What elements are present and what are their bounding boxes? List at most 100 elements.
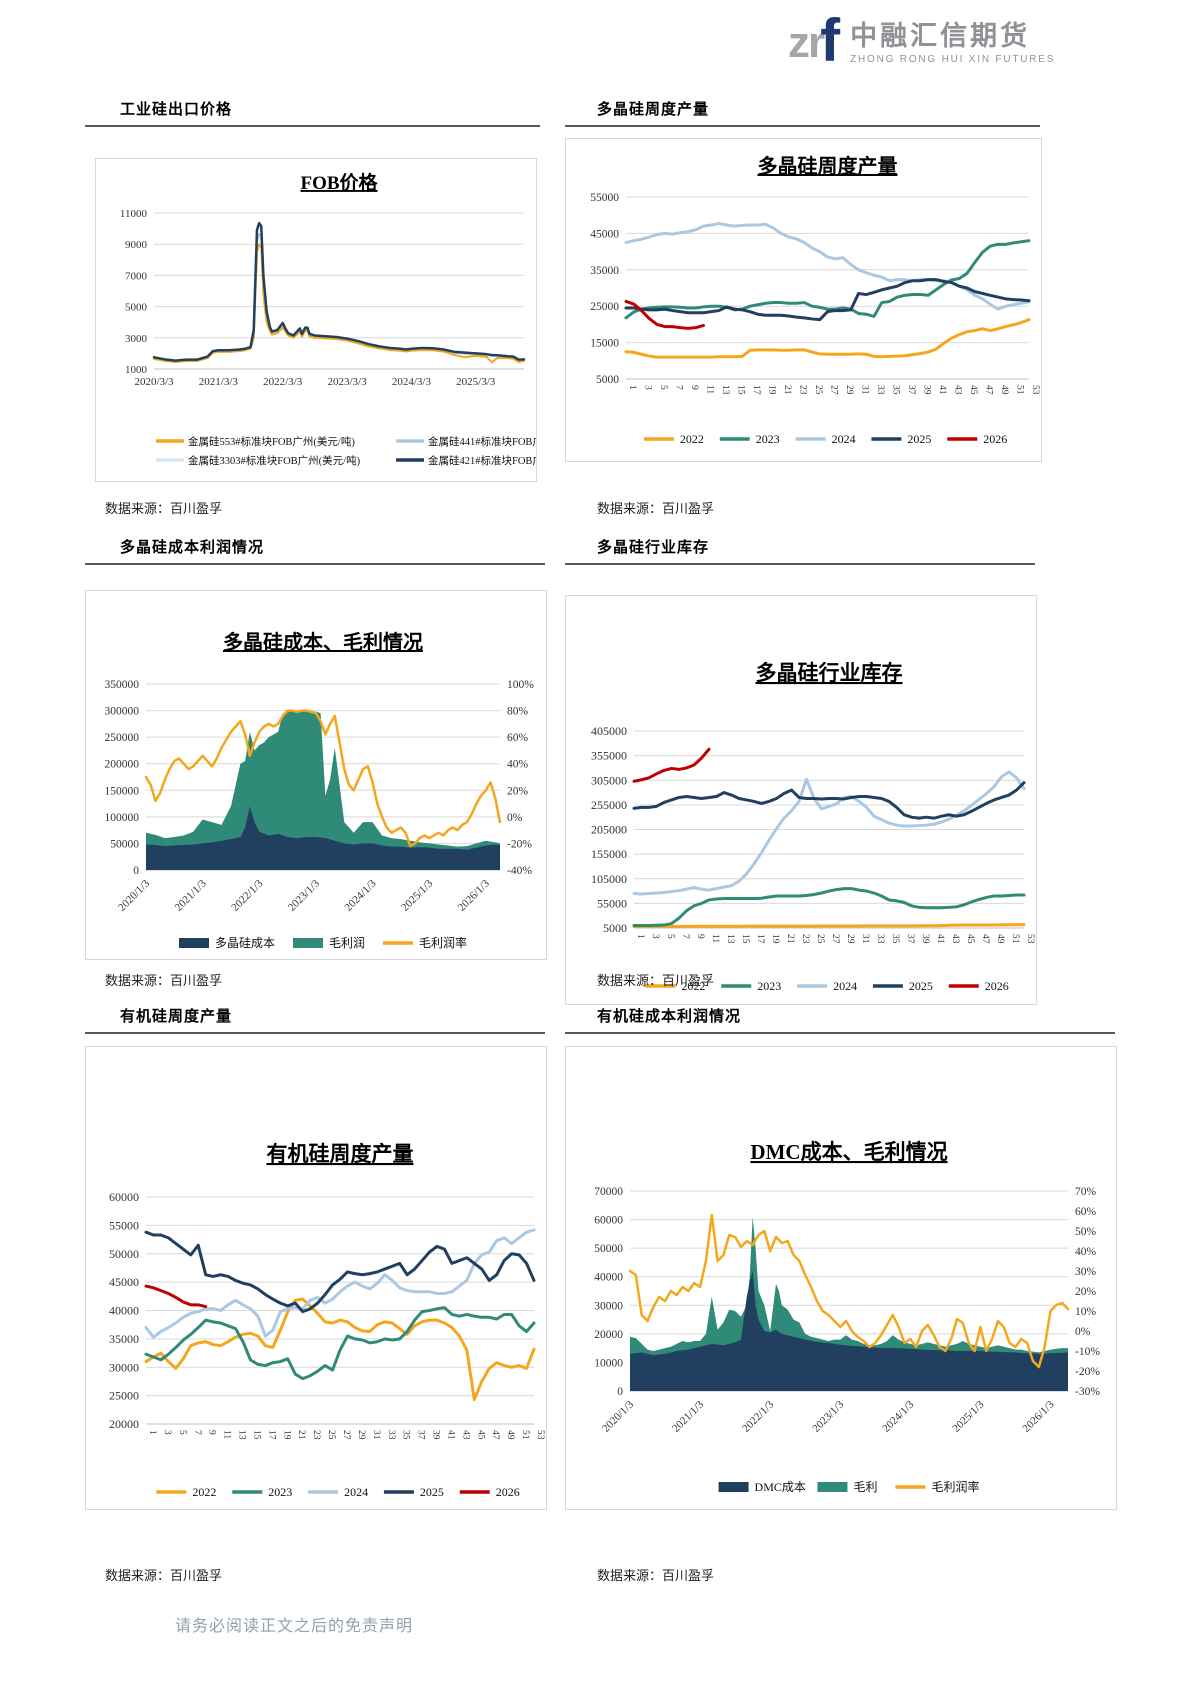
svg-text:35: 35 <box>401 1430 411 1440</box>
svg-text:20%: 20% <box>507 785 529 797</box>
section-heading-silicone-weekly-output: 有机硅周度产量 <box>120 1009 233 1025</box>
dmc-cost-profit-chart-card: 0 10000 20000 30000 40000 50000 60000 70000 -30%… <box>565 1046 1117 1510</box>
svg-text:7: 7 <box>680 934 690 939</box>
svg-text:35000: 35000 <box>590 265 619 277</box>
svg-text:19: 19 <box>281 1430 291 1440</box>
svg-text:45000: 45000 <box>109 1275 139 1289</box>
svg-text:200000: 200000 <box>105 759 140 771</box>
svg-text:9: 9 <box>207 1430 217 1435</box>
svg-text:105000: 105000 <box>591 872 627 886</box>
svg-text:37: 37 <box>906 385 916 395</box>
svg-text:25000: 25000 <box>590 301 619 313</box>
section-rule <box>565 125 1040 127</box>
svg-text:20000: 20000 <box>109 1417 139 1431</box>
data-source-note: 数据来源：百川盈孚 <box>597 1568 715 1583</box>
svg-text:2026: 2026 <box>985 979 1009 993</box>
svg-text:25: 25 <box>813 385 823 395</box>
svg-text:45: 45 <box>965 934 975 944</box>
svg-text:11: 11 <box>705 385 715 394</box>
svg-text:355000: 355000 <box>591 749 627 763</box>
svg-text:27: 27 <box>341 1430 351 1440</box>
svg-text:43: 43 <box>950 934 960 944</box>
polysilicon-inventory-chart-card: 5000 55000 105000 155000 205000 255000 305000 3… <box>565 595 1037 1005</box>
svg-text:毛利: 毛利 <box>853 1480 877 1494</box>
svg-text:19: 19 <box>770 934 780 944</box>
svg-text:9: 9 <box>695 934 705 939</box>
svg-text:50%: 50% <box>1075 1226 1097 1238</box>
svg-text:多晶硅成本、毛利情况: 多晶硅成本、毛利情况 <box>223 630 423 654</box>
svg-text:DMC成本、毛利情况: DMC成本、毛利情况 <box>750 1140 947 1164</box>
svg-text:55000: 55000 <box>109 1218 139 1232</box>
logo-names: 中融汇信期货 ZHONG RONG HUI XIN FUTURES <box>850 21 1056 65</box>
svg-text:29: 29 <box>844 385 854 395</box>
svg-text:11: 11 <box>710 934 720 943</box>
svg-text:5: 5 <box>177 1430 187 1435</box>
svg-text:31: 31 <box>371 1430 381 1440</box>
svg-text:2023: 2023 <box>757 979 781 993</box>
svg-text:1: 1 <box>147 1430 157 1435</box>
svg-text:15: 15 <box>251 1430 261 1440</box>
svg-text:DMC成本: DMC成本 <box>755 1480 806 1494</box>
svg-text:55000: 55000 <box>590 192 619 204</box>
svg-text:49: 49 <box>505 1430 515 1440</box>
svg-text:2020/1/3: 2020/1/3 <box>116 877 152 913</box>
svg-text:13: 13 <box>237 1430 247 1440</box>
svg-text:37: 37 <box>416 1430 426 1440</box>
logo-f-text: f <box>820 7 841 74</box>
svg-text:5000: 5000 <box>603 921 627 935</box>
svg-text:2021/3/3: 2021/3/3 <box>199 376 239 388</box>
section-heading-silicone-cost-profit: 有机硅成本利润情况 <box>597 1009 742 1025</box>
svg-text:-30%: -30% <box>1075 1386 1100 1398</box>
svg-text:3000: 3000 <box>125 333 148 345</box>
svg-text:1000: 1000 <box>125 364 148 376</box>
svg-text:3: 3 <box>650 934 660 939</box>
svg-text:10%: 10% <box>1075 1306 1097 1318</box>
logo-company-name-en: ZHONG RONG HUI XIN FUTURES <box>850 53 1056 65</box>
svg-text:有机硅周度产量: 有机硅周度产量 <box>267 1142 414 1166</box>
svg-text:2024: 2024 <box>832 432 856 446</box>
svg-text:毛利润率: 毛利润率 <box>419 935 467 950</box>
svg-text:29: 29 <box>845 934 855 944</box>
svg-text:30%: 30% <box>1075 1266 1097 1278</box>
svg-text:31: 31 <box>860 934 870 944</box>
svg-text:多晶硅周度产量: 多晶硅周度产量 <box>758 154 898 178</box>
svg-text:40%: 40% <box>507 759 529 771</box>
svg-text:9: 9 <box>689 385 699 390</box>
section-rule <box>85 1032 545 1034</box>
svg-text:5: 5 <box>665 934 675 939</box>
svg-text:2022/3/3: 2022/3/3 <box>263 376 303 388</box>
svg-text:13: 13 <box>720 385 730 395</box>
svg-text:金属硅441#标准块FOB广州(美元/吨): 金属硅441#标准块FOB广州(美元/吨) <box>428 435 536 448</box>
svg-text:55000: 55000 <box>597 896 627 910</box>
svg-text:金属硅553#标准块FOB广州(美元/吨): 金属硅553#标准块FOB广州(美元/吨) <box>188 435 355 448</box>
svg-text:60%: 60% <box>1075 1206 1097 1218</box>
svg-text:2025/1/3: 2025/1/3 <box>950 1398 986 1434</box>
svg-text:5: 5 <box>658 385 668 390</box>
data-source-note: 数据来源：百川盈孚 <box>105 973 223 988</box>
svg-text:41: 41 <box>935 934 945 944</box>
svg-text:2022: 2022 <box>681 979 705 993</box>
dmc-cost-profit-chart: 0 10000 20000 30000 40000 50000 60000 70000 -30%… <box>594 1140 1100 1494</box>
svg-text:2025/3/3: 2025/3/3 <box>456 376 496 388</box>
svg-text:2020/3/3: 2020/3/3 <box>134 376 174 388</box>
svg-text:19: 19 <box>767 385 777 395</box>
svg-text:2024/1/3: 2024/1/3 <box>880 1398 916 1434</box>
svg-text:60000: 60000 <box>109 1190 139 1204</box>
svg-text:43: 43 <box>953 385 963 395</box>
svg-text:金属硅421#标准块FOB广州(美元/吨): 金属硅421#标准块FOB广州(美元/吨) <box>428 454 536 467</box>
svg-text:2025: 2025 <box>909 979 933 993</box>
svg-text:2025: 2025 <box>907 432 931 446</box>
svg-text:43: 43 <box>460 1430 470 1440</box>
svg-text:49: 49 <box>999 385 1009 395</box>
data-source-note: 数据来源：百川盈孚 <box>597 973 715 988</box>
svg-text:2022: 2022 <box>192 1485 216 1499</box>
svg-text:39: 39 <box>431 1430 441 1440</box>
polysilicon-cost-profit-chart-card: 0 50000 100000 150000 200000 250000 300000 3500… <box>85 590 547 960</box>
svg-text:2022/1/3: 2022/1/3 <box>740 1398 776 1434</box>
svg-text:53: 53 <box>535 1430 545 1440</box>
svg-text:40000: 40000 <box>594 1272 623 1284</box>
fob-price-chart: 1000 3000 5000 7000 9000 11000 2020/3/3 2021/3/… <box>120 171 536 467</box>
svg-text:50000: 50000 <box>110 838 139 850</box>
svg-text:25: 25 <box>815 934 825 944</box>
